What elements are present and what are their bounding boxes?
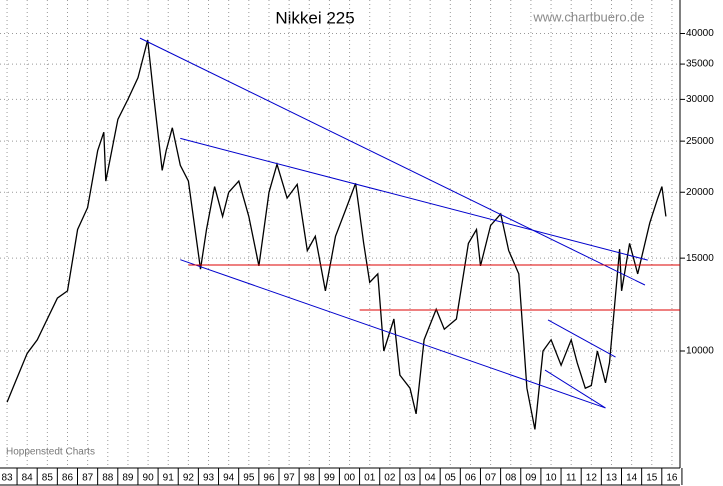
x-tick-label: 89 xyxy=(122,473,134,484)
x-tick-label: 15 xyxy=(646,473,658,484)
x-tick-label: 04 xyxy=(425,473,437,484)
x-tick-label: 85 xyxy=(42,473,54,484)
y-tick-label: 40000 xyxy=(686,28,714,39)
y-tick-label: 15000 xyxy=(686,253,714,264)
x-tick-label: 01 xyxy=(364,473,376,484)
x-tick-label: 05 xyxy=(445,473,457,484)
trend-line xyxy=(544,369,606,409)
x-tick-label: 94 xyxy=(223,473,235,484)
watermark: www.chartbuero.de xyxy=(532,9,644,24)
x-tick-label: 00 xyxy=(344,473,356,484)
x-tick-label: 08 xyxy=(505,473,517,484)
x-tick-label: 90 xyxy=(143,473,155,484)
y-tick-label: 30000 xyxy=(686,94,714,105)
x-tick-label: 02 xyxy=(384,473,396,484)
y-tick-label: 25000 xyxy=(686,136,714,147)
x-tick-label: 11 xyxy=(566,473,577,484)
x-tick-label: 95 xyxy=(243,473,255,484)
x-tick-label: 06 xyxy=(465,473,477,484)
trend-line xyxy=(180,259,606,409)
x-tick-label: 14 xyxy=(626,473,638,484)
x-tick-label: 98 xyxy=(304,473,316,484)
x-tick-label: 99 xyxy=(324,473,336,484)
chart-title: Nikkei 225 xyxy=(275,8,354,27)
trend-line xyxy=(547,319,616,358)
x-tick-label: 16 xyxy=(666,473,678,484)
y-tick-label: 35000 xyxy=(686,59,714,70)
y-tick-label: 10000 xyxy=(686,346,714,357)
x-tick-label: 92 xyxy=(183,473,195,484)
x-tick-label: 88 xyxy=(102,473,114,484)
x-tick-label: 03 xyxy=(404,473,416,484)
x-tick-label: 87 xyxy=(82,473,94,484)
source-note: Hoppenstedt Charts xyxy=(6,447,95,458)
x-tick-label: 83 xyxy=(1,473,13,484)
x-tick-label: 97 xyxy=(284,473,296,484)
trend-line xyxy=(180,137,648,261)
x-tick-label: 84 xyxy=(22,473,34,484)
x-tick-label: 07 xyxy=(485,473,497,484)
x-tick-label: 93 xyxy=(203,473,215,484)
x-tick-label: 91 xyxy=(163,473,175,484)
price-line xyxy=(6,39,667,430)
y-tick-label: 20000 xyxy=(686,187,714,198)
trend-line xyxy=(139,37,646,286)
x-tick-label: 86 xyxy=(62,473,74,484)
x-tick-label: 96 xyxy=(263,473,275,484)
x-tick-label: 10 xyxy=(545,473,557,484)
x-tick-label: 13 xyxy=(606,473,618,484)
x-tick-label: 12 xyxy=(586,473,598,484)
x-tick-label: 09 xyxy=(525,473,537,484)
